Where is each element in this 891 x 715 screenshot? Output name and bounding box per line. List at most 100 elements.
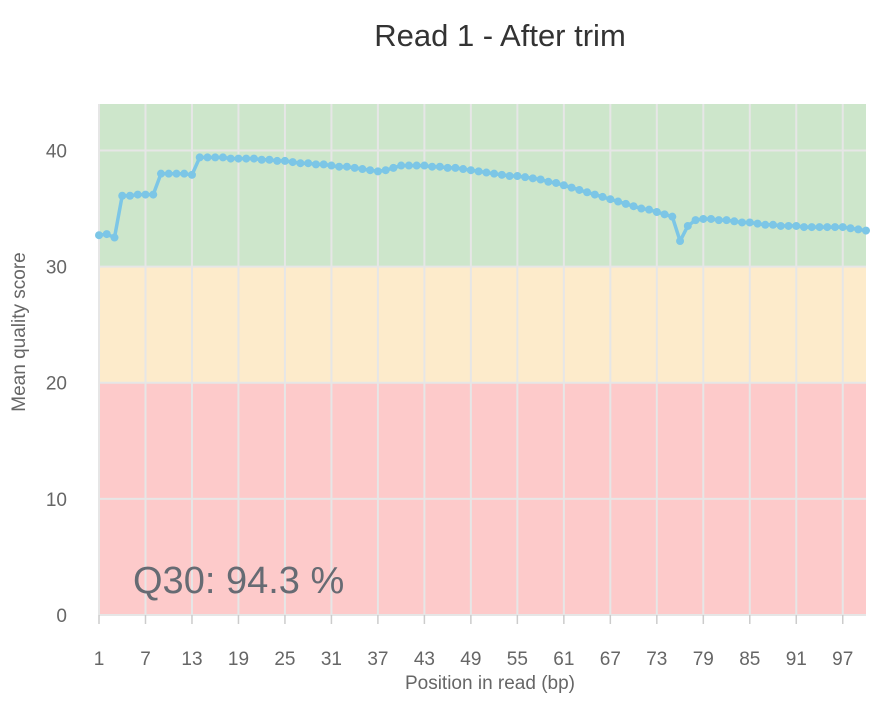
data-point[interactable] — [459, 165, 468, 174]
data-point[interactable] — [156, 169, 165, 178]
data-point[interactable] — [528, 174, 537, 183]
data-point[interactable] — [823, 223, 832, 232]
data-point[interactable] — [629, 202, 638, 211]
data-point[interactable] — [118, 191, 127, 200]
data-point[interactable] — [110, 233, 119, 242]
data-point[interactable] — [621, 199, 630, 208]
data-point[interactable] — [784, 221, 793, 230]
data-point[interactable] — [412, 161, 421, 170]
data-point[interactable] — [862, 226, 870, 235]
data-point[interactable] — [807, 223, 816, 232]
data-point[interactable] — [327, 161, 336, 170]
data-point[interactable] — [637, 204, 646, 213]
data-point[interactable] — [404, 161, 413, 170]
data-point[interactable] — [831, 223, 840, 232]
data-point[interactable] — [342, 162, 351, 171]
data-point[interactable] — [606, 195, 615, 204]
data-point[interactable] — [846, 224, 855, 233]
data-point[interactable] — [203, 153, 212, 162]
data-point[interactable] — [614, 197, 623, 206]
data-point[interactable] — [474, 167, 483, 176]
data-point[interactable] — [133, 190, 142, 199]
data-point[interactable] — [552, 178, 561, 187]
data-point[interactable] — [319, 160, 328, 169]
data-point[interactable] — [792, 221, 801, 230]
data-point[interactable] — [288, 158, 297, 167]
data-point[interactable] — [280, 156, 289, 165]
data-point[interactable] — [800, 223, 809, 232]
data-point[interactable] — [172, 169, 181, 178]
data-point[interactable] — [381, 166, 390, 175]
data-point[interactable] — [102, 230, 111, 239]
data-point[interactable] — [815, 223, 824, 232]
data-point[interactable] — [683, 221, 692, 230]
data-point[interactable] — [668, 212, 677, 221]
data-point[interactable] — [373, 167, 382, 176]
data-point[interactable] — [660, 210, 669, 219]
data-point[interactable] — [358, 165, 367, 174]
data-point[interactable] — [722, 216, 731, 225]
data-point[interactable] — [164, 169, 173, 178]
data-point[interactable] — [676, 237, 685, 246]
data-point[interactable] — [598, 192, 607, 201]
data-point[interactable] — [559, 181, 568, 190]
data-point[interactable] — [769, 220, 778, 229]
data-point[interactable] — [490, 169, 499, 178]
data-point[interactable] — [195, 153, 204, 162]
data-point[interactable] — [257, 155, 266, 164]
data-point[interactable] — [296, 159, 305, 168]
data-point[interactable] — [838, 223, 847, 232]
data-point[interactable] — [544, 177, 553, 186]
data-point[interactable] — [443, 163, 452, 172]
data-point[interactable] — [699, 214, 708, 223]
data-point[interactable] — [428, 162, 437, 171]
data-point[interactable] — [187, 170, 196, 179]
data-point[interactable] — [707, 214, 716, 223]
data-point[interactable] — [482, 168, 491, 177]
data-point[interactable] — [242, 154, 251, 163]
data-point[interactable] — [575, 185, 584, 194]
data-point[interactable] — [273, 156, 282, 165]
data-point[interactable] — [95, 231, 103, 240]
data-point[interactable] — [211, 153, 220, 162]
data-point[interactable] — [304, 159, 313, 168]
data-point[interactable] — [389, 163, 398, 172]
data-point[interactable] — [451, 163, 460, 172]
data-point[interactable] — [125, 191, 134, 200]
data-point[interactable] — [745, 218, 754, 227]
data-point[interactable] — [435, 162, 444, 171]
data-point[interactable] — [141, 190, 150, 199]
data-point[interactable] — [234, 154, 243, 163]
data-point[interactable] — [397, 161, 406, 170]
data-point[interactable] — [497, 170, 506, 179]
data-point[interactable] — [226, 154, 235, 163]
data-point[interactable] — [738, 218, 747, 227]
data-point[interactable] — [645, 205, 654, 214]
data-point[interactable] — [249, 154, 258, 163]
data-point[interactable] — [505, 172, 514, 181]
data-point[interactable] — [335, 162, 344, 171]
data-point[interactable] — [265, 155, 274, 164]
data-point[interactable] — [513, 172, 522, 181]
data-point[interactable] — [521, 173, 530, 182]
data-point[interactable] — [590, 190, 599, 199]
data-point[interactable] — [366, 166, 375, 175]
data-point[interactable] — [776, 221, 785, 230]
data-point[interactable] — [466, 166, 475, 175]
data-point[interactable] — [714, 216, 723, 225]
data-point[interactable] — [761, 220, 770, 229]
data-point[interactable] — [149, 190, 158, 199]
data-point[interactable] — [854, 225, 863, 234]
data-point[interactable] — [567, 183, 576, 192]
data-point[interactable] — [691, 216, 700, 225]
data-point[interactable] — [753, 219, 762, 228]
data-point[interactable] — [652, 208, 661, 217]
data-point[interactable] — [350, 163, 359, 172]
data-point[interactable] — [311, 160, 320, 169]
data-point[interactable] — [583, 188, 592, 197]
data-point[interactable] — [420, 161, 429, 170]
data-point[interactable] — [730, 217, 739, 226]
data-point[interactable] — [218, 153, 227, 162]
data-point[interactable] — [180, 169, 189, 178]
data-point[interactable] — [536, 175, 545, 184]
